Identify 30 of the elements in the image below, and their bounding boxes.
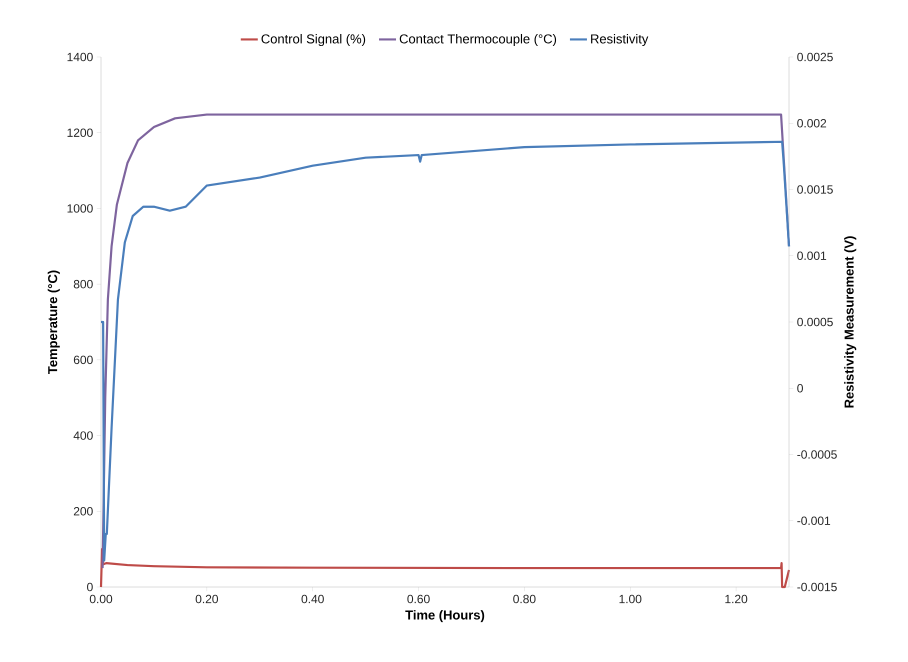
legend-label: Contact Thermocouple (°C): [400, 34, 556, 46]
legend-label: Resistivity: [591, 34, 648, 46]
x-tick-label: 0.20: [196, 594, 218, 604]
y-tick-label: 800: [74, 280, 93, 288]
y2-tick-label: 0.0025: [797, 52, 833, 62]
y2-tick-label: 0.002: [797, 119, 826, 128]
x-tick-label: 0.60: [407, 594, 430, 604]
legend-label: Control Signal (%): [262, 34, 366, 46]
y-tick-label: 1200: [68, 128, 93, 137]
y-tick-label: 600: [74, 356, 93, 364]
y-tick-label: 400: [74, 431, 93, 440]
x-tick-label: 0.80: [513, 594, 536, 604]
y-tick-label: 1400: [68, 52, 93, 62]
y2-tick-label: 0.001: [797, 252, 826, 260]
x-axis-title: Time (Hours): [405, 610, 484, 622]
y2-tick-label: 0.0005: [797, 318, 833, 326]
y2-tick-label: -0.001: [797, 516, 830, 525]
y2-tick-label: -0.0005: [797, 450, 837, 459]
y-tick-label: 1000: [68, 204, 93, 213]
y2-axis-title: Resistivity Measurement (V): [844, 236, 856, 408]
y2-tick-label: -0.0015: [797, 582, 837, 592]
y2-tick-label: 0: [797, 384, 803, 392]
y-tick-label: 200: [74, 507, 93, 516]
y-axis-title: Temperature (°C): [48, 270, 60, 374]
x-tick-label: 0.40: [302, 594, 324, 604]
y-tick-label: 0: [87, 582, 93, 592]
x-tick-label: 1.00: [620, 594, 642, 604]
y2-tick-label: 0.0015: [797, 185, 833, 194]
x-tick-label: 0.00: [90, 594, 112, 604]
x-tick-label: 1.20: [725, 594, 748, 604]
